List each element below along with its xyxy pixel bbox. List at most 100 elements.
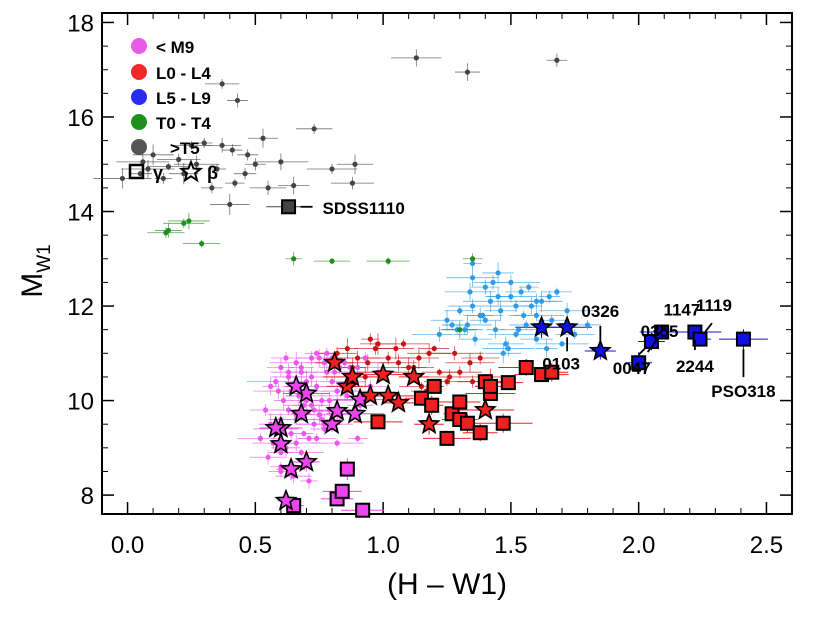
point-l5-l9-field: [469, 260, 476, 267]
point-l5-l9-field: [533, 312, 540, 319]
point-m9-field: [324, 350, 330, 356]
y-tick-label: 8: [81, 483, 94, 510]
point-t5: [252, 161, 258, 167]
point-l0-l4-beta: [322, 350, 347, 373]
annotation-label: 0047: [613, 359, 651, 378]
point-l5-l9-beta: [588, 338, 612, 361]
point-l5-l9-field: [508, 279, 514, 286]
point-t5: [165, 164, 172, 170]
point-m9-gamma: [355, 502, 371, 518]
point-t5: [413, 55, 419, 61]
point-l5-l9-field: [462, 327, 468, 333]
legend-gamma-square-icon: [128, 163, 145, 180]
point-t5: [214, 166, 220, 172]
point-l5-l9-field: [559, 341, 565, 347]
annotation-label: 1147: [663, 300, 700, 319]
y-tick-label: 10: [67, 389, 94, 416]
point-t5: [352, 161, 358, 167]
y-tick-label: 18: [67, 10, 94, 37]
legend-marker-t5: [131, 139, 147, 155]
y-tick-label: 14: [67, 200, 94, 227]
point-l5-l9-field: [495, 293, 501, 300]
point-l5-l9-field: [469, 275, 476, 281]
point-t0-t4: [457, 327, 463, 333]
point-l5-l9-gamma: [631, 355, 647, 371]
point-t5: [245, 152, 251, 158]
point-l5-l9-field: [449, 322, 455, 328]
y-tick-label: 12: [67, 294, 94, 321]
annotation-label: 0103: [542, 354, 580, 373]
point-m9-beta: [289, 401, 313, 424]
point-t5: [150, 152, 156, 158]
annotation-leader-line: [638, 346, 648, 356]
point-l5-l9-gamma: [692, 331, 708, 347]
point-l0-l4-gamma: [544, 364, 560, 380]
point-m9-field: [298, 364, 304, 371]
point-t5: [229, 147, 235, 153]
point-l5-l9-field: [526, 284, 532, 290]
y-axis-label-sub: W1: [34, 244, 55, 273]
point-t5: [209, 185, 215, 191]
point-m9-gamma: [339, 461, 355, 477]
legend-marker-m9: [131, 38, 147, 54]
point-t5: [554, 57, 560, 63]
point-l0-l4-field: [452, 350, 458, 356]
point-m9-beta: [274, 488, 298, 511]
point-m9-beta: [279, 456, 303, 479]
y-axis-label-main: M: [16, 273, 49, 298]
legend-marker-l5l9: [131, 89, 147, 105]
point-m9-beta: [269, 431, 293, 454]
x-tick-label: 2.5: [750, 532, 783, 559]
point-l0-l4-field: [393, 345, 399, 352]
point-l5-l9-field: [544, 345, 550, 352]
y-tick-label: 16: [67, 105, 94, 132]
point-t5: [464, 69, 471, 75]
legend-beta-label: β: [207, 163, 218, 183]
x-tick-label: 2.0: [622, 532, 655, 559]
data-points: [119, 55, 751, 518]
point-l5-l9-field: [482, 284, 488, 290]
point-l5-l9-field: [480, 312, 486, 319]
point-l0-l4-field: [457, 369, 463, 375]
point-m9-beta: [320, 411, 344, 435]
point-l0-l4-gamma: [424, 397, 440, 413]
point-l0-l4-field: [344, 345, 350, 352]
point-m9-field: [319, 397, 325, 404]
point-m9-field: [283, 355, 289, 361]
point-t5: [188, 142, 195, 148]
point-t5: [265, 185, 271, 191]
point-m9-field: [354, 364, 361, 371]
point-l5-l9-beta: [555, 315, 579, 338]
point-m9-field: [306, 435, 312, 441]
point-l0-l4-field: [426, 350, 432, 356]
point-m9-beta: [325, 398, 349, 421]
point-m9-field: [314, 435, 320, 441]
point-l0-l4-field: [400, 341, 407, 347]
point-m9-field: [257, 435, 264, 441]
point-t0-t4: [199, 241, 205, 247]
point-sdss1110: [281, 199, 297, 215]
point-m9-field: [314, 350, 320, 356]
plot-frame: [101, 12, 793, 515]
point-l5-l9-field: [500, 350, 506, 356]
point-m9-field: [342, 360, 348, 366]
point-l5-l9-field: [518, 289, 524, 295]
point-m9-beta: [294, 449, 319, 472]
annotation-label: 0355: [641, 322, 679, 341]
point-l5-l9-field: [490, 279, 496, 286]
point-m9-field: [331, 369, 338, 375]
legend-label-l0l4: L0 - L4: [156, 64, 211, 83]
point-m9-field: [321, 426, 327, 432]
point-m9-field: [285, 407, 292, 413]
point-l5-l9-gamma: [735, 331, 751, 347]
point-l5-l9-field: [533, 298, 540, 304]
point-m9-field: [285, 369, 292, 375]
point-l0-l4-field: [431, 345, 437, 352]
point-l5-l9-field: [584, 322, 591, 328]
point-m9-field: [311, 421, 317, 427]
point-m9-field: [316, 412, 322, 418]
point-m9-field: [275, 388, 281, 394]
point-l0-l4-gamma: [472, 425, 488, 441]
point-l0-l4-beta: [402, 364, 426, 387]
